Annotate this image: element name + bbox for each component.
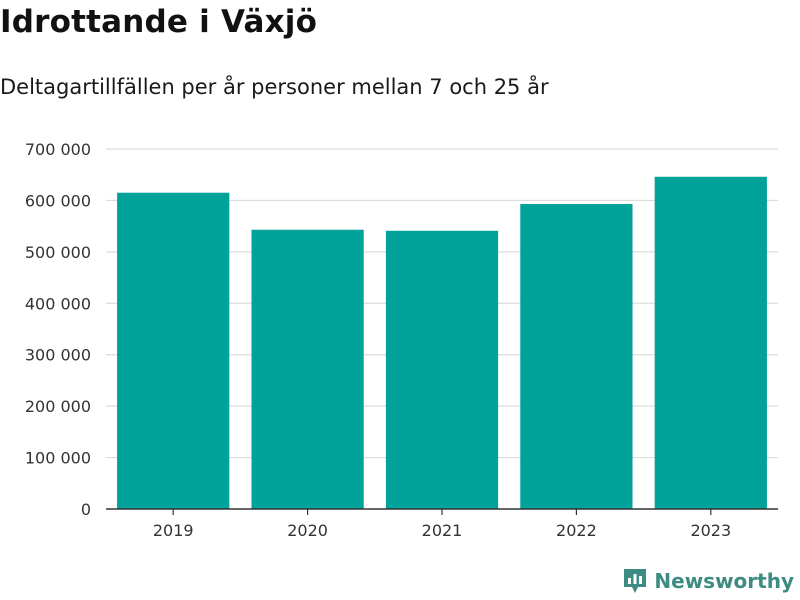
x-axis-tick-labels: 2019 2020 2021 2022 2023 xyxy=(153,509,731,540)
y-tick-label: 400 000 xyxy=(25,294,91,313)
chart-subtitle: Deltagartillfällen per år personer mella… xyxy=(0,75,549,99)
brand-name: Newsworthy xyxy=(654,569,794,593)
x-tick-label: 2022 xyxy=(556,521,597,540)
y-tick-label: 100 000 xyxy=(25,449,91,468)
y-tick-label: 500 000 xyxy=(25,243,91,262)
x-tick-label: 2019 xyxy=(153,521,194,540)
y-tick-label: 700 000 xyxy=(25,140,91,159)
chart-title: Idrottande i Växjö xyxy=(0,4,318,40)
bar-2023 xyxy=(654,176,767,509)
y-axis-tick-labels: 0 100 000 200 000 300 000 400 000 500 000 600 … xyxy=(25,140,91,519)
x-tick-label: 2020 xyxy=(287,521,328,540)
bars xyxy=(117,176,767,509)
bar-2021 xyxy=(385,230,499,509)
newsworthy-logo-icon xyxy=(624,569,647,593)
bar-2022 xyxy=(520,204,633,509)
bar-2020 xyxy=(251,229,364,509)
x-tick-label: 2023 xyxy=(690,521,731,540)
bar-2019 xyxy=(117,192,230,509)
y-tick-label: 200 000 xyxy=(25,397,91,416)
y-tick-label: 300 000 xyxy=(25,346,91,365)
y-tick-label: 0 xyxy=(81,500,91,519)
bar-chart: 0 100 000 200 000 300 000 400 000 500 000 600 … xyxy=(25,140,778,540)
x-tick-label: 2021 xyxy=(422,521,463,540)
y-tick-label: 600 000 xyxy=(25,191,91,210)
brand-logo: Newsworthy xyxy=(622,567,794,595)
